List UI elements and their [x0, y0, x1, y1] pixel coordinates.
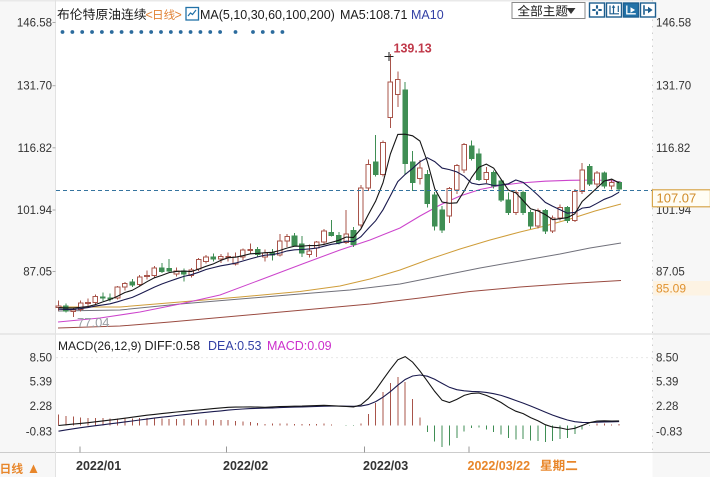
svg-text:131.70: 131.70	[656, 81, 691, 93]
svg-text:2022/03: 2022/03	[363, 459, 408, 473]
svg-text:131.70: 131.70	[17, 81, 52, 93]
svg-text:116.82: 116.82	[18, 143, 52, 155]
svg-text:>: >	[175, 8, 182, 22]
svg-text:8.50: 8.50	[30, 353, 52, 365]
svg-text:<: <	[146, 8, 153, 22]
svg-text:2.28: 2.28	[30, 401, 52, 413]
svg-text:MA5:108.71: MA5:108.71	[340, 8, 407, 22]
svg-text:2022/03/22: 2022/03/22	[468, 459, 531, 473]
svg-text:87.05: 87.05	[656, 267, 685, 279]
svg-text:-0.83: -0.83	[26, 427, 52, 439]
svg-text:8.50: 8.50	[656, 353, 678, 365]
svg-text:2022/02: 2022/02	[223, 459, 268, 473]
svg-text:139.13: 139.13	[394, 42, 432, 56]
svg-text:107.07: 107.07	[657, 191, 697, 206]
svg-text:85.09: 85.09	[656, 282, 686, 296]
svg-text:DEA:0.53: DEA:0.53	[208, 339, 262, 353]
svg-text:146.58: 146.58	[656, 18, 691, 30]
svg-text:2.28: 2.28	[656, 401, 678, 413]
svg-text:77.04: 77.04	[77, 315, 110, 330]
svg-text:MA(5,10,30,60,100,200): MA(5,10,30,60,100,200)	[200, 8, 335, 22]
svg-text:-0.83: -0.83	[656, 427, 682, 439]
svg-text:101.94: 101.94	[17, 205, 53, 217]
svg-text:5.39: 5.39	[656, 377, 678, 389]
svg-text:5.39: 5.39	[30, 377, 52, 389]
svg-text:MACD:0.09: MACD:0.09	[267, 339, 332, 353]
svg-text:MACD(26,12,9): MACD(26,12,9)	[58, 339, 141, 353]
svg-text:DIFF:0.58: DIFF:0.58	[145, 339, 201, 353]
svg-text:2022/01: 2022/01	[76, 459, 121, 473]
svg-text:MA10: MA10	[411, 8, 444, 22]
svg-text:146.58: 146.58	[17, 18, 52, 30]
svg-text:116.82: 116.82	[656, 143, 690, 155]
svg-text:87.05: 87.05	[23, 267, 52, 279]
